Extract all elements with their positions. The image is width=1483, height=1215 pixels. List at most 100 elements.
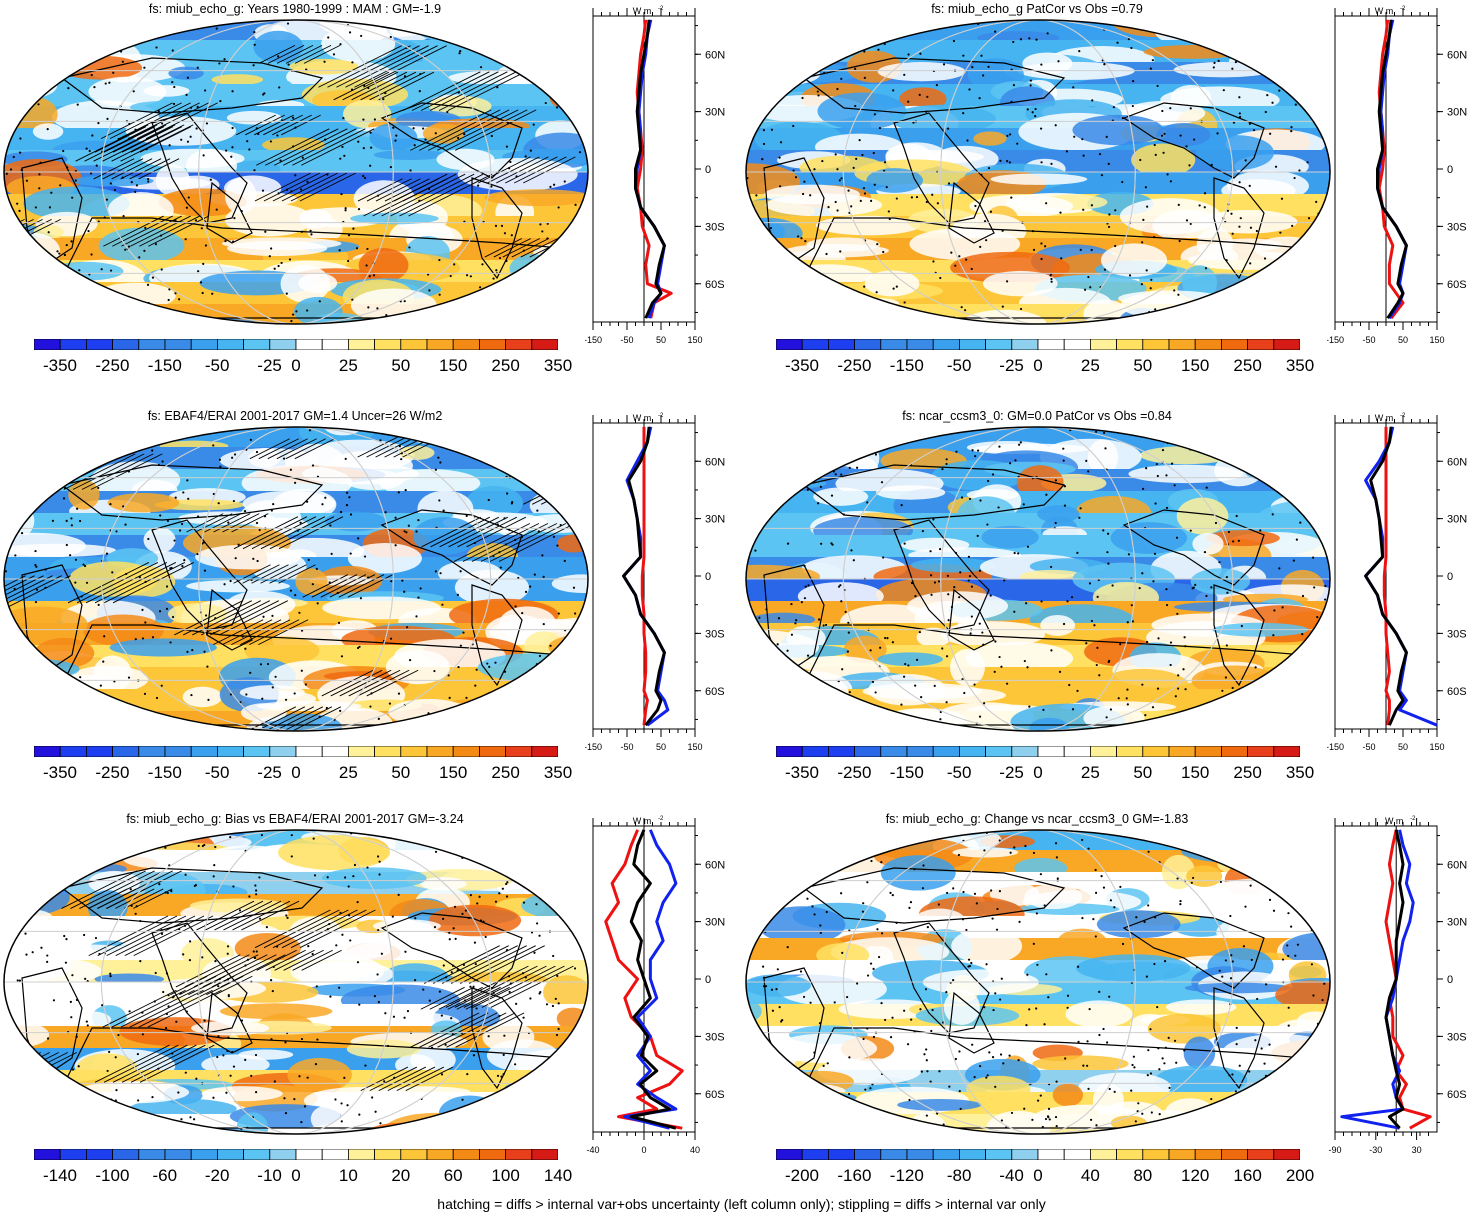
colorbar-swatch <box>1063 1149 1091 1160</box>
colorbar-label: -150 <box>147 356 182 375</box>
colorbar-swatch <box>269 746 297 757</box>
colorbar-swatch <box>1116 1149 1144 1160</box>
colorbar-swatch <box>906 746 934 757</box>
colorbar-label: 0 <box>1033 1166 1043 1185</box>
coastline <box>151 922 248 1034</box>
colorbar-swatch <box>452 746 480 757</box>
colorbar-swatch <box>1247 1149 1275 1160</box>
colorbar-label: -150 <box>147 763 182 782</box>
colorbar-swatch <box>1273 746 1300 757</box>
profile-lat-label: 60S <box>705 686 725 698</box>
colorbar-swatch <box>801 339 829 350</box>
colorbar-swatch <box>295 339 323 350</box>
colorbar-swatch <box>347 339 375 350</box>
colorbar-labels: -350 -250 -150 -50 -25 0 25 50 150 250 350 <box>34 763 572 785</box>
profile-lat-label: 0 <box>705 571 711 583</box>
colorbar-label: 150 <box>1181 763 1210 782</box>
colorbar-swatch <box>190 1149 218 1160</box>
colorbar-swatch <box>906 1149 934 1160</box>
coastline <box>763 967 825 1079</box>
panel-5: fs: miub_echo_g: Bias vs EBAF4/ERAI 2001… <box>0 810 741 1215</box>
profile-unit: W m <box>633 413 652 423</box>
colorbar-label: 250 <box>1233 763 1262 782</box>
colorbar <box>776 1149 1300 1160</box>
colorbar-swatch <box>776 1149 803 1160</box>
colorbar-label: -80 <box>946 1166 972 1185</box>
colorbar-swatch <box>531 1149 558 1160</box>
colorbar-label: 350 <box>543 356 573 375</box>
colorbar-swatch <box>880 1149 908 1160</box>
colorbar-swatch <box>1247 746 1275 757</box>
colorbar-swatch <box>321 746 349 757</box>
colorbar-swatch <box>1220 339 1248 350</box>
colorbar-label: -50 <box>204 356 230 375</box>
profile-xtick-label: -90 <box>1328 1145 1341 1155</box>
panel-title: fs: miub_echo_g: Bias vs EBAF4/ERAI 2001… <box>126 812 464 826</box>
colorbar-swatch <box>374 339 402 350</box>
colorbar-label: -200 <box>784 1166 820 1185</box>
profile-series-red <box>604 829 684 1130</box>
profile-lat-label: 30N <box>1447 917 1467 929</box>
profile-frame <box>1334 825 1438 1133</box>
profile-xtick-label: 50 <box>656 742 666 752</box>
colorbar-swatch <box>880 339 908 350</box>
colorbar-swatch <box>243 339 271 350</box>
coastline <box>802 867 1066 924</box>
colorbar-swatch <box>1194 746 1222 757</box>
coastline <box>380 912 523 989</box>
profile-xtick-label: 40 <box>690 1145 700 1155</box>
colorbar-label: 60 <box>443 1166 463 1185</box>
coastline <box>763 564 825 676</box>
profile-series-black <box>1364 426 1408 726</box>
colorbar-label: 25 <box>1080 763 1100 782</box>
profile-lat-label: 0 <box>705 164 711 176</box>
colorbar-label: -140 <box>42 1166 78 1185</box>
coastline <box>948 181 995 244</box>
colorbar-swatch <box>505 1149 533 1160</box>
coastline <box>1213 584 1265 687</box>
colorbar-swatch <box>269 339 297 350</box>
colorbar-label: 250 <box>491 763 520 782</box>
profile-xtick-label: -30 <box>1369 1145 1382 1155</box>
coastline <box>1122 509 1265 586</box>
colorbar-swatch <box>34 1149 61 1160</box>
colorbar-label: 250 <box>1233 356 1262 375</box>
colorbar-swatch <box>1168 339 1196 350</box>
colorbar-label: 0 <box>291 1166 301 1185</box>
colorbar-label: -350 <box>42 763 78 782</box>
colorbar-label: 350 <box>1285 763 1315 782</box>
colorbar-label: -10 <box>257 1166 282 1185</box>
panel-3: fs: EBAF4/ERAI 2001-2017 GM=1.4 Uncer=26… <box>0 407 741 812</box>
colorbar-labels: -140 -100 -60 -20 -10 0 10 20 60 100 140 <box>34 1166 572 1188</box>
colorbar-swatch <box>958 746 986 757</box>
panel-title: fs: ncar_ccsm3_0: GM=0.0 PatCor vs Obs =… <box>902 409 1172 423</box>
colorbar-swatch <box>1116 746 1144 757</box>
colorbar-swatch <box>828 1149 856 1160</box>
panel-1: fs: miub_echo_g: Years 1980-1999 : MAM :… <box>0 0 741 405</box>
colorbar-labels: -350 -250 -150 -50 -25 0 25 50 150 250 350 <box>34 356 572 378</box>
colorbar-label: 50 <box>391 356 411 375</box>
profile-lat-label: 60S <box>1447 686 1467 698</box>
panel-title: fs: miub_echo_g: Years 1980-1999 : MAM :… <box>148 2 442 16</box>
profile-series-blue <box>623 829 678 1130</box>
colorbar-label: -250 <box>837 763 872 782</box>
colorbar-swatch <box>59 746 87 757</box>
colorbar <box>34 339 558 350</box>
colorbar-swatch <box>1089 746 1117 757</box>
coastline <box>893 519 990 631</box>
profile-lat-label: 60N <box>705 49 725 61</box>
colorbar-swatch <box>34 339 61 350</box>
colorbar-swatch <box>295 1149 323 1160</box>
coastline <box>893 112 990 224</box>
coastline <box>151 112 248 224</box>
colorbar-label: -50 <box>946 356 972 375</box>
colorbar-swatch <box>1011 746 1039 757</box>
panel-6: fs: miub_echo_g: Change vs ncar_ccsm3_0 … <box>742 810 1483 1215</box>
profile-lat-label: 60S <box>705 1089 725 1101</box>
hatching <box>4 44 576 258</box>
colorbar-swatch <box>478 339 506 350</box>
colorbar-swatch <box>138 1149 166 1160</box>
profile-lat-label: 30N <box>705 514 725 526</box>
